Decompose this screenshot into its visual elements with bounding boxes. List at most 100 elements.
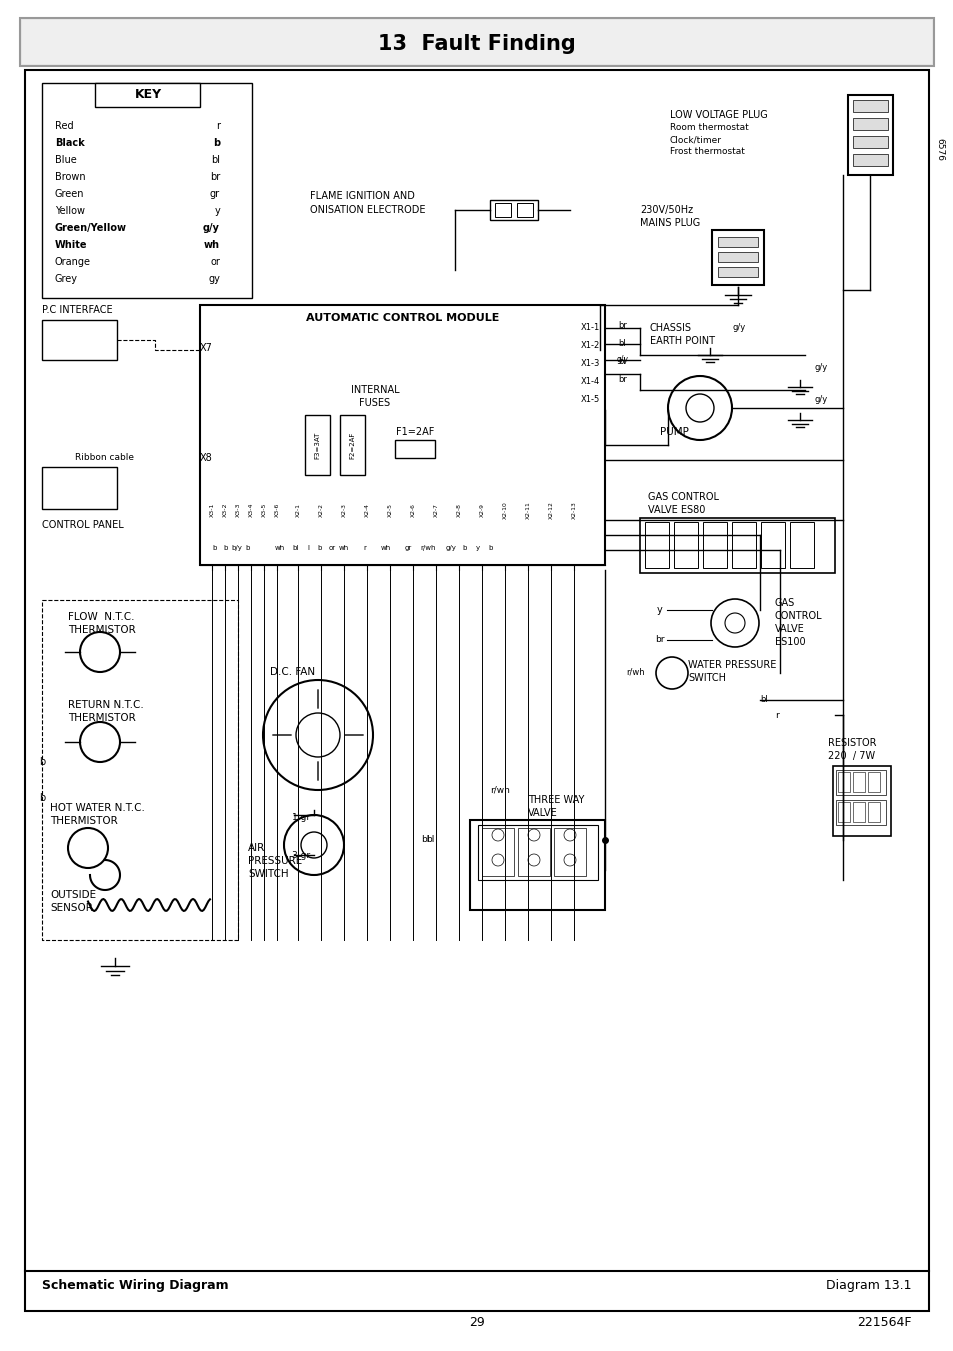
Bar	[42, 467, 117, 509]
Text: X3-6: X3-6	[274, 503, 279, 517]
Text: bl: bl	[293, 544, 299, 551]
Text: bl: bl	[618, 339, 625, 349]
Text: Room thermostat: Room thermostat	[669, 123, 748, 132]
Text: THERMISTOR: THERMISTOR	[68, 713, 135, 723]
Bar	[481, 828, 514, 875]
Text: Green/Yellow: Green/Yellow	[55, 223, 127, 232]
Text: X1-5: X1-5	[580, 396, 599, 404]
Text: RESISTOR: RESISTOR	[827, 738, 876, 748]
Bar	[554, 828, 585, 875]
Text: bl: bl	[425, 835, 434, 844]
Text: X3-4: X3-4	[248, 503, 253, 517]
Bar	[20, 18, 933, 66]
Text: X2-11: X2-11	[525, 501, 530, 519]
Text: AUTOMATIC CONTROL MODULE: AUTOMATIC CONTROL MODULE	[306, 313, 498, 323]
Circle shape	[563, 830, 576, 842]
Text: Clock/timer: Clock/timer	[669, 135, 721, 145]
Bar	[837, 771, 849, 792]
Bar	[95, 82, 200, 107]
Circle shape	[667, 376, 731, 440]
Circle shape	[80, 721, 120, 762]
Text: bl: bl	[618, 358, 625, 366]
Text: g/y: g/y	[732, 323, 745, 332]
Bar	[760, 521, 784, 567]
Text: D.C. FAN: D.C. FAN	[270, 667, 314, 677]
Circle shape	[710, 598, 759, 647]
Text: X8: X8	[200, 453, 213, 463]
Text: X2-5: X2-5	[387, 503, 392, 517]
Text: gr: gr	[404, 544, 411, 551]
Text: br: br	[618, 376, 626, 385]
Circle shape	[563, 854, 576, 866]
Bar	[470, 820, 604, 911]
Text: y: y	[214, 205, 220, 216]
Text: THERMISTOR: THERMISTOR	[68, 626, 135, 635]
Text: br: br	[655, 635, 664, 644]
Bar	[832, 766, 890, 836]
Circle shape	[685, 394, 713, 422]
Text: g/y: g/y	[814, 363, 827, 373]
Bar	[718, 253, 758, 262]
Bar	[867, 771, 879, 792]
Text: Red: Red	[55, 122, 73, 131]
Bar	[731, 521, 755, 567]
Text: 29: 29	[469, 1316, 484, 1329]
Text: F1=2AF: F1=2AF	[395, 427, 434, 436]
Bar	[673, 521, 698, 567]
Text: Yellow: Yellow	[55, 205, 85, 216]
Bar	[200, 305, 604, 565]
Circle shape	[492, 854, 503, 866]
Text: Green: Green	[55, 189, 85, 199]
Text: br: br	[210, 172, 220, 182]
Bar	[305, 415, 330, 476]
Text: Schematic Wiring Diagram: Schematic Wiring Diagram	[42, 1279, 229, 1293]
Text: X2-3: X2-3	[341, 503, 346, 517]
Bar	[490, 200, 537, 220]
Text: Grey: Grey	[55, 274, 78, 284]
Text: bl: bl	[760, 696, 767, 704]
Text: Blue: Blue	[55, 155, 76, 165]
Bar	[847, 95, 892, 176]
Bar	[395, 440, 435, 458]
Bar	[517, 203, 533, 218]
Bar	[852, 136, 887, 149]
Text: r: r	[363, 544, 366, 551]
Text: X1-2: X1-2	[580, 342, 599, 350]
Text: 230V/50Hz: 230V/50Hz	[639, 205, 693, 215]
Text: bl: bl	[211, 155, 220, 165]
Text: b: b	[246, 544, 250, 551]
Text: LOW VOLTAGE PLUG: LOW VOLTAGE PLUG	[669, 109, 767, 120]
Bar	[835, 770, 885, 794]
Text: WATER PRESSURE: WATER PRESSURE	[687, 661, 776, 670]
Text: r/wh: r/wh	[490, 785, 510, 794]
Circle shape	[656, 657, 687, 689]
Text: X2-7: X2-7	[433, 503, 438, 517]
Circle shape	[724, 613, 744, 634]
Text: X1-1: X1-1	[580, 323, 599, 332]
Text: CONTROL: CONTROL	[774, 611, 821, 621]
Text: X2-9: X2-9	[479, 503, 484, 517]
Text: Black: Black	[55, 138, 85, 149]
Text: b: b	[39, 793, 45, 802]
Circle shape	[284, 815, 344, 875]
Text: X2-6: X2-6	[410, 503, 416, 517]
Text: bl: bl	[420, 835, 429, 844]
Text: THERMISTOR: THERMISTOR	[50, 816, 117, 825]
Text: F3=3AT: F3=3AT	[314, 431, 319, 459]
Text: Brown: Brown	[55, 172, 86, 182]
Text: X3-2: X3-2	[222, 503, 227, 517]
Bar	[852, 771, 864, 792]
Bar	[42, 82, 252, 299]
Text: X1-4: X1-4	[580, 377, 599, 386]
Text: X1-3: X1-3	[580, 359, 599, 369]
Text: SWITCH: SWITCH	[248, 869, 289, 880]
Text: wh: wh	[204, 240, 220, 250]
Text: FLAME IGNITION AND: FLAME IGNITION AND	[310, 190, 415, 201]
Text: b: b	[462, 544, 467, 551]
Text: FLOW  N.T.C.: FLOW N.T.C.	[68, 612, 134, 621]
Text: X2-13: X2-13	[571, 501, 576, 519]
Circle shape	[80, 632, 120, 671]
Text: GAS: GAS	[774, 598, 795, 608]
Text: Ribbon cable: Ribbon cable	[75, 454, 133, 462]
Circle shape	[68, 828, 108, 867]
